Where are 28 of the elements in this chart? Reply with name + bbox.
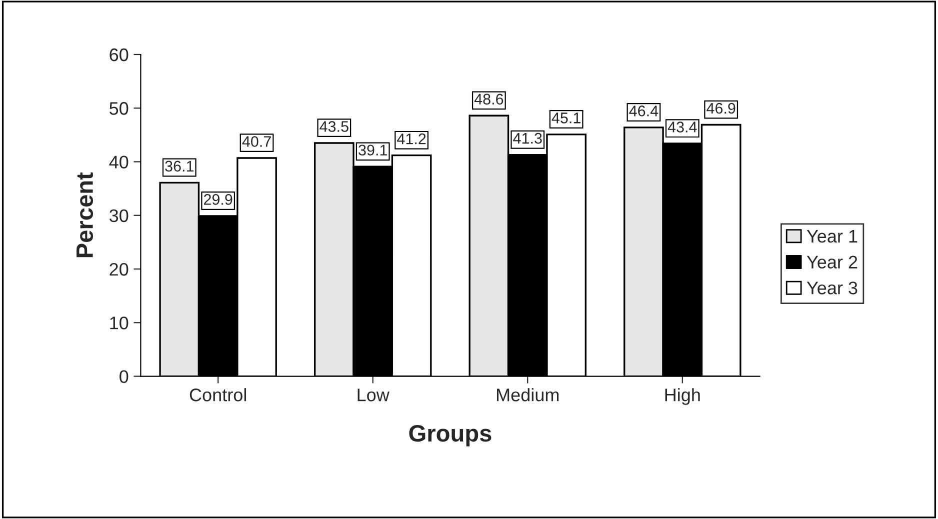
- data-label: 46.9: [706, 102, 736, 114]
- legend-label: Year 1: [806, 230, 858, 243]
- y-tick-label: 20: [110, 262, 128, 276]
- data-label: 36.1: [165, 160, 194, 172]
- x-axis-title: Groups: [409, 424, 492, 446]
- y-tick-label: 30: [110, 209, 128, 222]
- data-label: 48.6: [474, 94, 504, 105]
- x-tick-label: Control: [190, 388, 246, 402]
- y-tick-label: 40: [109, 156, 128, 168]
- legend-label: Year 3: [806, 282, 858, 294]
- y-tick-label: 60: [110, 48, 128, 62]
- data-label: 29.9: [204, 194, 232, 205]
- data-label: 43.4: [668, 122, 697, 132]
- data-label: 41.3: [513, 132, 542, 144]
- data-label: 46.4: [629, 106, 658, 116]
- y-tick-label: 0: [120, 370, 128, 383]
- y-tick-label: 10: [110, 316, 128, 330]
- x-tick-label: Medium: [497, 388, 559, 402]
- data-label: 45.1: [552, 112, 580, 124]
- data-label: 43.5: [320, 121, 348, 132]
- data-label: 39.1: [358, 144, 387, 156]
- data-label: 41.2: [397, 133, 426, 144]
- x-tick-label: High: [665, 388, 700, 405]
- data-label: 40.7: [242, 136, 271, 147]
- legend-label: Year 2: [806, 256, 858, 268]
- x-tick-label: Low: [358, 388, 390, 402]
- y-axis-title: Percent: [76, 172, 94, 258]
- y-tick-label: 50: [110, 102, 128, 115]
